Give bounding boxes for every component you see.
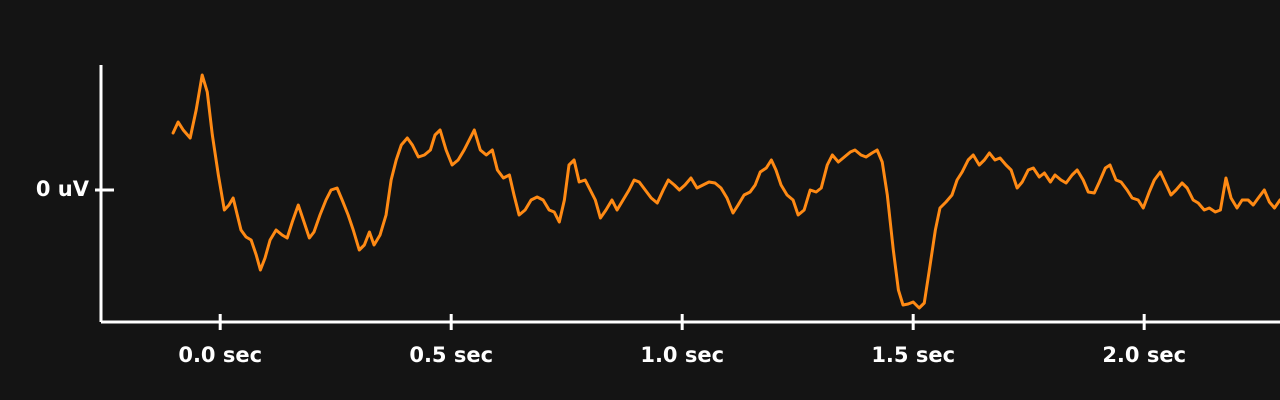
x-tick-label: 1.0 sec [640,343,724,367]
x-tick-label: 2.0 sec [1102,343,1186,367]
x-tick-label: 0.5 sec [409,343,493,367]
x-tick-label: 1.5 sec [871,343,955,367]
y-tick-label: 0 uV [36,177,90,201]
x-tick-label: 0.0 sec [178,343,262,367]
trace [171,73,1280,310]
